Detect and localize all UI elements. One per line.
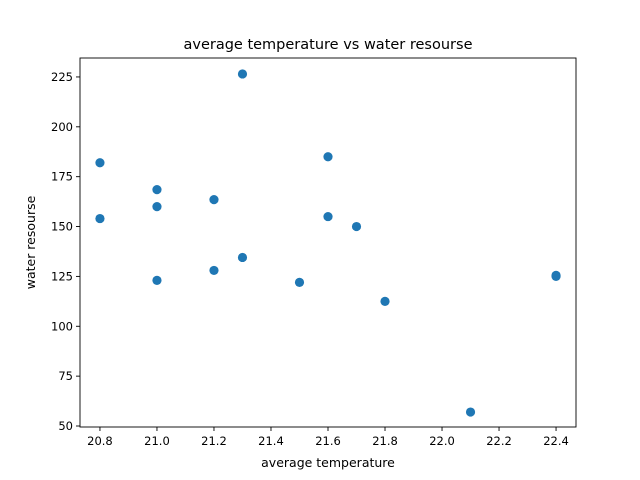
x-tick-label-6: 22.0 [429, 434, 455, 448]
data-point-0 [95, 158, 105, 168]
data-point-16 [551, 271, 561, 282]
data-point-6 [209, 265, 219, 276]
x-tick-label-5: 21.8 [372, 434, 398, 448]
x-tick-label-8: 22.4 [543, 434, 569, 448]
y-axis-label: water resourse [23, 195, 38, 289]
y-tick-label-6: 200 [51, 120, 73, 134]
data-point-7 [237, 69, 248, 79]
data-point-8 [237, 252, 248, 263]
y-tick-label-2: 100 [51, 319, 73, 333]
x-tick-label-2: 21.2 [201, 434, 227, 448]
y-tick-label-3: 125 [51, 269, 73, 283]
x-tick-label-7: 22.2 [486, 434, 512, 448]
data-point-13 [380, 296, 390, 306]
y-tick-label-4: 150 [51, 220, 73, 234]
y-tick-label-7: 225 [51, 70, 73, 84]
x-tick-label-0: 20.8 [87, 434, 113, 448]
data-point-10 [323, 152, 333, 162]
y-axis-ticks: 50 75 100 125 150 175 200 225 [51, 70, 80, 433]
data-point-5 [209, 195, 219, 205]
data-point-12 [351, 221, 362, 232]
x-tick-label-4: 21.6 [315, 434, 341, 448]
plot-points [95, 69, 561, 417]
chart-title: average temperature vs water resourse [183, 37, 472, 53]
data-point-11 [323, 211, 333, 222]
data-point-2 [152, 185, 162, 195]
x-axis-label: average temperature [261, 455, 395, 470]
data-point-3 [152, 201, 162, 212]
x-axis-ticks: 20.8 21.0 21.2 21.4 21.6 21.8 22.0 22.2 22.4 [87, 427, 569, 448]
data-point-14 [465, 407, 476, 417]
data-point-4 [152, 275, 162, 285]
x-tick-label-1: 21.0 [144, 434, 170, 448]
y-tick-label-0: 50 [58, 419, 73, 433]
data-point-1 [95, 213, 105, 224]
data-point-9 [294, 277, 305, 287]
y-tick-label-5: 175 [51, 170, 73, 184]
plot-frame [79, 57, 577, 428]
x-tick-label-3: 21.4 [258, 434, 284, 448]
y-tick-label-1: 75 [58, 369, 73, 383]
